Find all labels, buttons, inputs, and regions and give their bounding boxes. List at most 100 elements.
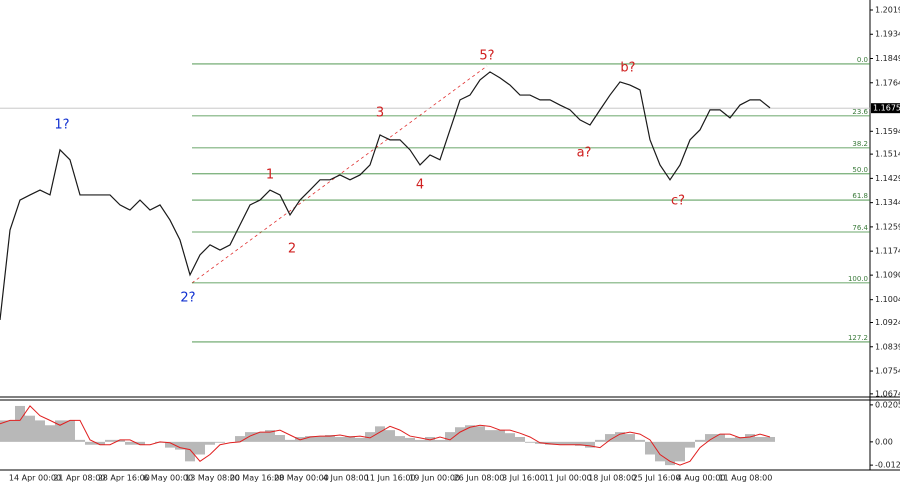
x-tick-label: 18 Jul 08:00 [588, 474, 636, 483]
histogram-bar [165, 441, 175, 448]
histogram-bar [505, 433, 515, 442]
histogram-bar [635, 439, 645, 442]
histogram-bar [765, 436, 775, 442]
x-tick-label: 28 May 00:00 [274, 474, 329, 483]
histogram-bar [375, 426, 385, 442]
y-tick-label: 1.1174 [875, 247, 900, 256]
histogram-bar [465, 425, 475, 442]
histogram-bar [115, 439, 125, 442]
histogram-bar [255, 432, 265, 442]
x-tick-label: 11 Jul 00:00 [544, 474, 592, 483]
histogram-bar [525, 441, 535, 443]
wave-label: 4 [416, 178, 424, 193]
histogram-bar [655, 441, 665, 462]
y-tick-label: 1.2019 [875, 5, 900, 14]
y-tick-label: 1.1344 [875, 198, 900, 207]
wave-label: a? [577, 146, 592, 161]
fib-label: 50.0 [852, 166, 868, 174]
y-tick-label: 0.00 [875, 437, 893, 446]
histogram-bar [605, 434, 615, 442]
x-tick-label: 11 Jun 16:00 [365, 474, 416, 483]
histogram-bar [625, 434, 635, 442]
histogram-bar [585, 441, 595, 448]
fib-label: 0.0 [857, 56, 868, 64]
histogram-bar [555, 441, 565, 445]
histogram-bar [475, 426, 485, 442]
histogram-bar [415, 439, 425, 442]
histogram-bar [695, 439, 705, 442]
y-tick-label: 1.1004 [875, 295, 900, 304]
histogram-bar [285, 439, 295, 442]
x-tick-label: 3 Jul 16:00 [502, 474, 545, 483]
x-tick-label: 19 Jun 00:00 [409, 474, 460, 483]
y-tick-label: 1.1934 [875, 30, 900, 39]
fib-label: 127.2 [848, 334, 868, 342]
wave-label: 1? [54, 118, 69, 133]
histogram-bar [565, 441, 575, 445]
histogram-bar [645, 441, 655, 455]
fib-label: 61.8 [852, 192, 868, 200]
histogram-bar [65, 420, 75, 442]
wave-label: 3 [376, 106, 384, 121]
histogram-bar [305, 436, 315, 442]
wave-label: 2? [180, 291, 195, 306]
histogram-bar [85, 441, 95, 445]
current-price-box [871, 103, 900, 114]
x-tick-label: 21 Apr 08:00 [53, 474, 105, 483]
x-tick-label: 25 Jul 16:00 [633, 474, 681, 483]
x-tick-label: 11 Aug 08:00 [718, 474, 772, 483]
histogram-bar [545, 441, 555, 445]
histogram-bar [705, 434, 715, 442]
histogram-bar [715, 434, 725, 442]
histogram-bar [275, 435, 285, 442]
histogram-bar [235, 436, 245, 442]
histogram-bar [175, 441, 185, 450]
histogram-bar [595, 439, 605, 442]
histogram-bar [345, 436, 355, 442]
y-tick-label: -0.0129 [875, 461, 900, 470]
fib-label: 38.2 [852, 140, 868, 148]
histogram-bar [675, 441, 685, 462]
histogram-bar [195, 441, 205, 455]
histogram-bar [485, 430, 495, 442]
histogram-bar [365, 432, 375, 442]
x-tick-label: 20 May 16:00 [230, 474, 285, 483]
histogram-bar [45, 425, 55, 442]
y-tick-label: 1.1764 [875, 78, 900, 87]
histogram-bar [125, 441, 135, 445]
wave-label: b? [620, 61, 635, 76]
x-tick-label: 26 Jun 08:00 [454, 474, 505, 483]
histogram-bar [685, 441, 695, 448]
histogram-bar [315, 436, 325, 442]
current-price-label: 1.1675 [873, 104, 900, 113]
histogram-bar [745, 434, 755, 442]
x-tick-label: 13 May 08:00 [185, 474, 240, 483]
histogram-bar [355, 437, 365, 442]
histogram-bar [105, 439, 115, 442]
histogram-bar [615, 432, 625, 442]
histogram-bar [455, 427, 465, 442]
y-tick-label: 1.1259 [875, 222, 900, 231]
wave-label: 1 [266, 168, 274, 183]
price-line [0, 71, 771, 321]
histogram-bar [495, 430, 505, 442]
fib-label: 23.6 [852, 108, 868, 116]
y-tick-label: 1.0839 [875, 342, 900, 351]
y-tick-label: 1.1594 [875, 127, 900, 136]
histogram-bar [15, 405, 25, 442]
histogram-bar [25, 415, 35, 442]
histogram-bar [95, 441, 105, 445]
histogram-bar [395, 436, 405, 442]
histogram-bar [445, 432, 455, 442]
x-tick-label: 6 May 00:00 [143, 474, 193, 483]
y-tick-label: 1.1514 [875, 150, 900, 159]
histogram-bar [725, 437, 735, 442]
histogram-bar [755, 436, 765, 442]
histogram-bar [515, 436, 525, 442]
y-tick-label: 0.0205 [875, 400, 900, 409]
y-tick-label: 1.0674 [875, 389, 900, 398]
histogram-bar [385, 430, 395, 442]
histogram-bar [265, 430, 275, 442]
